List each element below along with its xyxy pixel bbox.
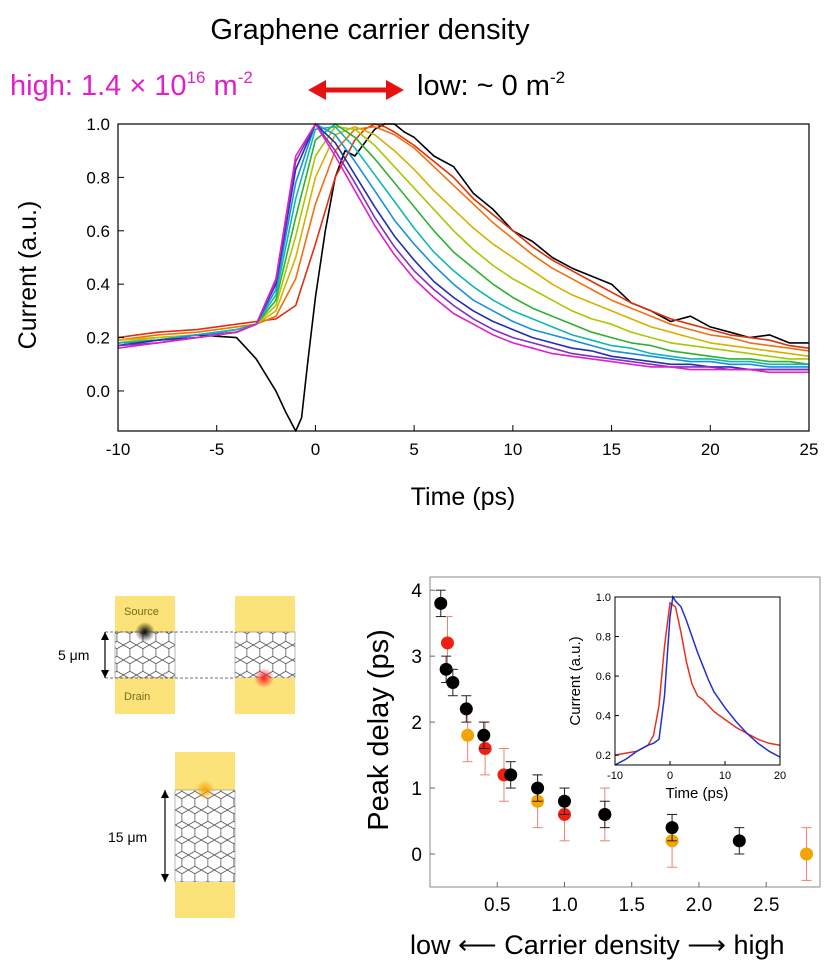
inset-axis-ticks: -10 0 10 20 0.2 0.4 0.6 0.8 1.0 <box>596 592 786 782</box>
source-pad-2 <box>235 596 295 632</box>
delay-point <box>665 821 679 835</box>
gap-5-label: 5 μm <box>58 647 89 663</box>
high-density-unit: m <box>205 70 238 102</box>
delay-x-tick-label: 2.0 <box>686 895 712 916</box>
inset-x-tick-label: 0 <box>667 770 673 782</box>
delay-point <box>434 596 448 610</box>
delay-y-tick-label: 0 <box>411 845 422 866</box>
drain-label: Drain <box>124 691 150 703</box>
delay-y-tick-label: 1 <box>411 779 422 800</box>
delay-x-tick-label: 0.5 <box>484 895 510 916</box>
delay-y-axis-label: Peak delay (ps) <box>363 629 395 831</box>
main-x-tick-label: -10 <box>106 440 131 459</box>
delay-point <box>477 728 491 742</box>
main-series-line-5 <box>117 123 810 366</box>
source-label: Source <box>124 606 159 618</box>
main-x-tick-label: 15 <box>602 440 621 459</box>
high-density-unit-exponent: -2 <box>237 68 253 87</box>
inset-y-axis-label: Current (a.u.) <box>567 636 584 725</box>
delay-x-tick-label: 1.0 <box>551 895 577 916</box>
main-series-line-10 <box>117 123 809 374</box>
main-y-tick-label: 0.0 <box>86 382 110 401</box>
inset-x-tick-label: 10 <box>719 770 731 782</box>
high-density-label: high: 1.4 × 1016 m-2 <box>10 68 253 102</box>
inset-y-tick-label: 0.6 <box>596 671 611 683</box>
main-chart: -10 -5 0 5 10 15 20 25 0.0 0.2 0.4 0.6 0.8 1.0 Time (… <box>14 115 818 511</box>
main-plot-frame <box>117 123 810 432</box>
main-series-line-2 <box>117 125 810 352</box>
low-density-unit-exponent: -2 <box>549 68 566 87</box>
main-x-tick-label: 10 <box>503 440 522 459</box>
delay-y-tick-label: 2 <box>411 713 422 734</box>
main-y-tick-label: 0.2 <box>86 329 110 348</box>
inset-x-axis-label: Time (ps) <box>666 785 729 802</box>
main-y-tick-label: 0.8 <box>86 168 110 187</box>
main-x-tick-label: 5 <box>409 440 418 459</box>
high-density-exponent: 16 <box>186 68 206 87</box>
delay-point <box>440 636 454 650</box>
main-series-line-4 <box>117 125 809 360</box>
peak-delay-chart: 0.5 1.0 1.5 2.0 2.5 0 1 2 3 4 Peak delay (ps) <box>363 576 821 916</box>
gap-15-label: 15 μm <box>108 829 147 845</box>
inset-chart: -10 0 10 20 0.2 0.4 0.6 0.8 1.0 Time (ps) Curren… <box>567 592 786 802</box>
main-x-tick-label: 20 <box>701 440 720 459</box>
delay-point <box>598 807 612 821</box>
main-x-tick-label: 0 <box>311 440 320 459</box>
inset-series-line-0 <box>614 601 781 756</box>
inset-y-tick-label: 1.0 <box>596 592 611 604</box>
main-y-tick-label: 0.6 <box>86 222 110 241</box>
inset-y-tick-label: 0.8 <box>596 632 611 644</box>
delay-point <box>557 794 571 808</box>
main-series-line-6 <box>117 125 809 366</box>
delay-points <box>434 589 814 881</box>
inset-series-lines <box>614 594 781 766</box>
inset-x-tick-label: 20 <box>774 770 786 782</box>
delay-point <box>800 847 814 861</box>
main-x-tick-label: -5 <box>209 440 224 459</box>
main-y-axis-label: Current (a.u.) <box>14 201 42 350</box>
low-density-prefix: low: ~ 0 m <box>417 70 550 102</box>
main-axis-ticks: -10 -5 0 5 10 15 20 25 0.0 0.2 0.4 0.6 0.8 1.0 <box>86 115 818 459</box>
delay-point <box>461 728 475 742</box>
drain-pad-1 <box>115 678 175 714</box>
graphene-channel-3 <box>174 789 236 883</box>
delay-point <box>459 702 473 716</box>
inset-y-tick-label: 0.2 <box>596 750 611 762</box>
main-x-tick-label: 25 <box>800 440 819 459</box>
inset-series-line-1 <box>614 594 781 766</box>
delay-point <box>531 781 545 795</box>
delay-point <box>732 834 746 848</box>
inset-y-tick-label: 0.4 <box>596 711 611 723</box>
delay-point <box>439 662 453 676</box>
delay-axis-ticks: 0.5 1.0 1.5 2.0 2.5 0 1 2 3 4 <box>411 581 779 916</box>
drain-pad-3 <box>175 882 235 918</box>
main-series-line-0 <box>117 123 809 432</box>
main-y-tick-label: 0.4 <box>86 275 110 294</box>
delay-point <box>446 676 460 690</box>
delay-x-tick-label: 1.5 <box>619 895 645 916</box>
high-density-prefix: high: 1.4 × 10 <box>10 70 187 102</box>
device-schematic: Source Drain 5 μm 15 μm <box>58 596 296 918</box>
delay-y-tick-label: 3 <box>411 647 422 668</box>
laser-spot-orange <box>195 780 215 800</box>
inset-x-tick-label: -10 <box>607 770 623 782</box>
main-series-line-1 <box>117 123 810 349</box>
main-x-axis-label: Time (ps) <box>411 483 516 511</box>
main-series-lines <box>117 123 810 432</box>
delay-y-tick-label: 4 <box>411 581 422 602</box>
main-series-line-3 <box>117 125 810 358</box>
inset-plot-frame <box>614 596 781 766</box>
delay-x-axis-label: low ⟵ Carrier density ⟶ high <box>410 930 785 960</box>
low-density-label: low: ~ 0 m-2 <box>417 68 566 103</box>
main-series-line-7 <box>117 123 809 368</box>
delay-x-tick-label: 2.5 <box>753 895 779 916</box>
main-y-tick-label: 1.0 <box>86 115 110 134</box>
delay-plot-frame <box>429 576 821 888</box>
chart-title: Graphene carrier density <box>210 14 530 46</box>
double-arrow-icon <box>308 80 404 100</box>
laser-spot-red <box>254 668 274 688</box>
density-scale: high: 1.4 × 1016 m-2 low: ~ 0 m-2 <box>10 68 565 103</box>
delay-point <box>504 768 518 782</box>
